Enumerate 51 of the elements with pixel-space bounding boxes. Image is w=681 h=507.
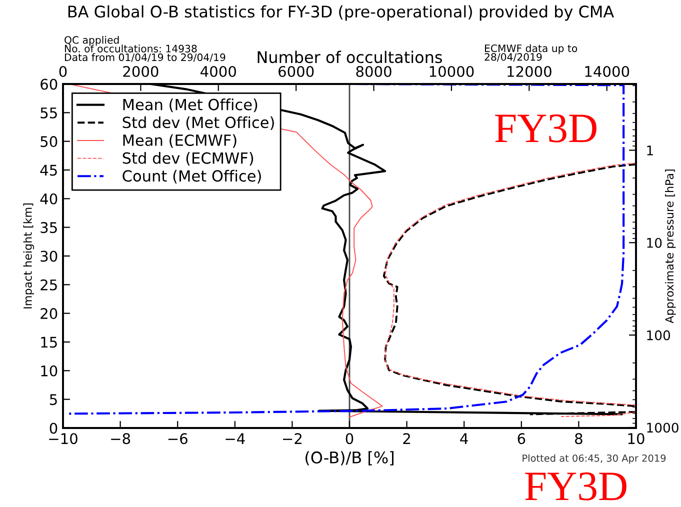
legend-label: Mean (ECMWF)	[123, 134, 236, 148]
y-axis-title: Impact height [km]	[23, 204, 34, 308]
x-tick-label: 0	[346, 433, 354, 444]
x-tick-label: 8	[575, 433, 582, 444]
y-tick-label: 10	[41, 365, 58, 376]
text: QC applied No. of occultations: 14938 Data from 01/04/19 to 29/04/19	[64, 36, 226, 62]
y2-tick-label: 100	[647, 330, 670, 340]
x-tick-label: −10	[49, 433, 78, 444]
x2-axis-title: Number of occultations	[258, 50, 442, 64]
y2-axis-title: Approximate pressure [hPa]	[665, 170, 676, 324]
y-tick-label: 35	[40, 222, 57, 234]
text: Plotted at 06:45, 30 Apr 2019	[522, 454, 666, 464]
x-tick-label: 10	[628, 433, 644, 444]
y2-tick-label: 1	[647, 146, 653, 156]
y-tick-label: 55	[40, 108, 57, 118]
x-tick-label: 4	[460, 433, 468, 444]
text: ECMWF data up to 28/04/2019	[484, 44, 578, 62]
x2-tick-label: 0	[59, 66, 67, 78]
x2-tick-label: 2000	[123, 66, 158, 78]
y-tick-label: 50	[40, 136, 58, 148]
x2-tick-label: 4000	[200, 66, 236, 78]
legend-label: Count (Met Office)	[122, 170, 261, 184]
legend-label: Mean (Met Office)	[123, 98, 258, 112]
x-tick-label: −2	[282, 433, 302, 444]
annotation: FY3D	[495, 114, 596, 142]
x2-tick-label: 8000	[356, 66, 392, 78]
x-tick-label: −4	[226, 433, 245, 444]
text: FY3D	[525, 472, 626, 500]
legend-label: Std dev (Met Office)	[122, 116, 274, 130]
x-tick-label: −8	[111, 433, 130, 444]
y-tick-label: 20	[40, 308, 58, 320]
y2-tick-label: 1000	[647, 422, 678, 433]
y-tick-label: 5	[50, 394, 57, 406]
x-tick-label: 6	[518, 433, 526, 444]
y-tick-label: 60	[40, 78, 58, 90]
x-axis-title: (O-B)/B [%]	[306, 451, 394, 466]
y-tick-label: 45	[40, 164, 57, 176]
chart-title: BA Global O-B statistics for FY-3D (pre-operational) provided by CMA	[68, 5, 614, 21]
x-tick-label: 2	[403, 433, 410, 444]
y-tick-label: 0	[50, 422, 58, 434]
legend-label: Std dev (ECMWF)	[122, 152, 254, 166]
x-tick-label: −6	[168, 433, 188, 444]
y-tick-label: 40	[40, 193, 58, 204]
y-tick-label: 30	[40, 250, 58, 262]
y-tick-label: 25	[40, 279, 57, 290]
y2-tick-label: 10	[647, 238, 662, 248]
x2-tick-label: 10000	[430, 66, 474, 78]
x2-tick-label: 14000	[585, 66, 630, 78]
x2-tick-label: 12000	[508, 66, 552, 78]
y-tick-label: 15	[41, 336, 57, 348]
x2-tick-label: 6000	[278, 66, 314, 78]
